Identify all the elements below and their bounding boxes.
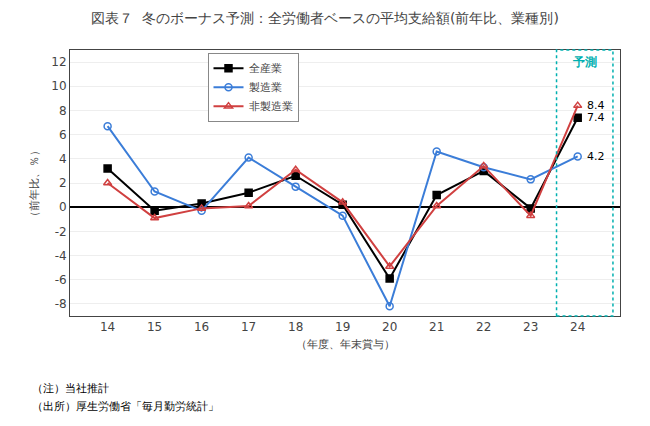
svg-text:17: 17: [241, 320, 256, 334]
svg-text:8: 8: [59, 104, 67, 118]
svg-text:（年度、年末賞与）: （年度、年末賞与）: [296, 338, 395, 351]
svg-text:（前年比、％）: （前年比、％）: [28, 145, 41, 222]
svg-text:7.4: 7.4: [587, 111, 605, 124]
svg-text:6: 6: [59, 128, 67, 142]
svg-text:-8: -8: [55, 297, 67, 311]
svg-text:2: 2: [59, 176, 67, 190]
svg-text:15: 15: [147, 320, 162, 334]
svg-text:（出所）厚生労働省「毎月勤労統計」: （出所）厚生労働省「毎月勤労統計」: [32, 400, 219, 413]
svg-text:12: 12: [51, 55, 66, 69]
svg-text:-6: -6: [55, 273, 67, 287]
svg-text:22: 22: [476, 320, 491, 334]
svg-text:全産業: 全産業: [249, 62, 282, 75]
svg-text:19: 19: [335, 320, 350, 334]
svg-text:20: 20: [382, 320, 397, 334]
svg-text:23: 23: [523, 320, 538, 334]
svg-text:21: 21: [429, 320, 444, 334]
svg-text:-2: -2: [55, 225, 67, 239]
svg-text:14: 14: [100, 320, 115, 334]
svg-text:図表７ 冬のボーナス予測：全労働者ベースの平均支給額(前年: 図表７ 冬のボーナス予測：全労働者ベースの平均支給額(前年比、業種別): [91, 10, 559, 26]
svg-text:4.2: 4.2: [587, 150, 605, 163]
svg-text:（注）当社推計: （注）当社推計: [32, 382, 109, 395]
svg-text:4: 4: [59, 152, 67, 166]
svg-text:予測: 予測: [572, 55, 597, 69]
svg-text:24: 24: [570, 320, 585, 334]
svg-text:16: 16: [194, 320, 209, 334]
svg-text:非製造業: 非製造業: [249, 100, 293, 113]
svg-text:10: 10: [51, 79, 66, 93]
svg-text:18: 18: [288, 320, 303, 334]
svg-text:0: 0: [59, 200, 67, 214]
svg-text:-4: -4: [55, 249, 67, 263]
svg-text:8.4: 8.4: [587, 99, 605, 112]
svg-text:製造業: 製造業: [249, 81, 282, 94]
